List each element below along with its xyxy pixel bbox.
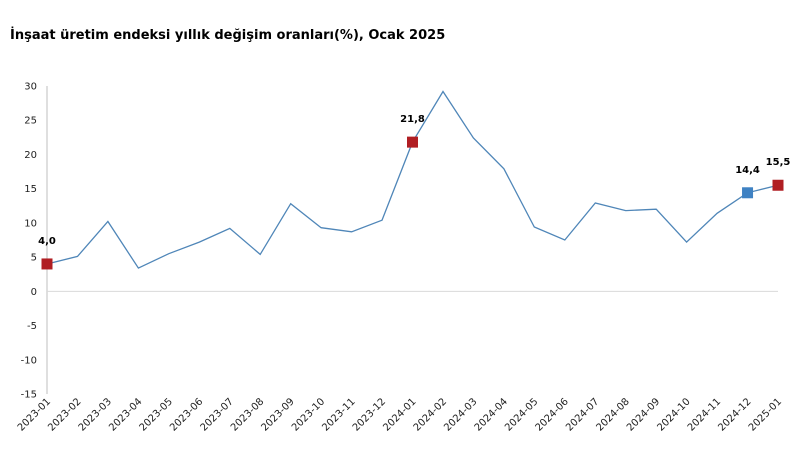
highlight-marker [742, 187, 754, 199]
y-axis: 30 25 20 15 10 5 0 -5 -10 -15 [21, 82, 48, 401]
data-label: 15,5 [766, 157, 791, 168]
y-tick-label: 20 [24, 150, 37, 161]
y-tick-label: 10 [24, 218, 37, 229]
highlight-marker [772, 179, 784, 191]
data-label: 14,4 [735, 165, 760, 176]
y-tick-label: 5 [31, 253, 37, 264]
y-tick-label: 25 [24, 116, 37, 127]
chart-title: İnşaat üretim endeksi yıllık değişim ora… [10, 28, 446, 43]
x-axis: 2023-012023-022023-032023-042023-052023-… [16, 290, 784, 434]
y-tick-label: 15 [24, 184, 37, 195]
data-label: 4,0 [38, 236, 56, 247]
y-tick-label: 30 [24, 82, 37, 93]
highlight-markers: 4,0 21,8 14,4 15,5 [38, 114, 791, 270]
y-tick-label: -5 [27, 321, 37, 332]
y-tick-label: 0 [31, 287, 37, 298]
y-tick-label: -10 [21, 355, 37, 366]
x-tick-label: 2025-01 [747, 396, 784, 433]
highlight-marker [407, 136, 418, 148]
y-tick-label: -15 [21, 390, 37, 401]
data-label: 21,8 [400, 114, 425, 125]
highlight-marker [41, 258, 53, 270]
